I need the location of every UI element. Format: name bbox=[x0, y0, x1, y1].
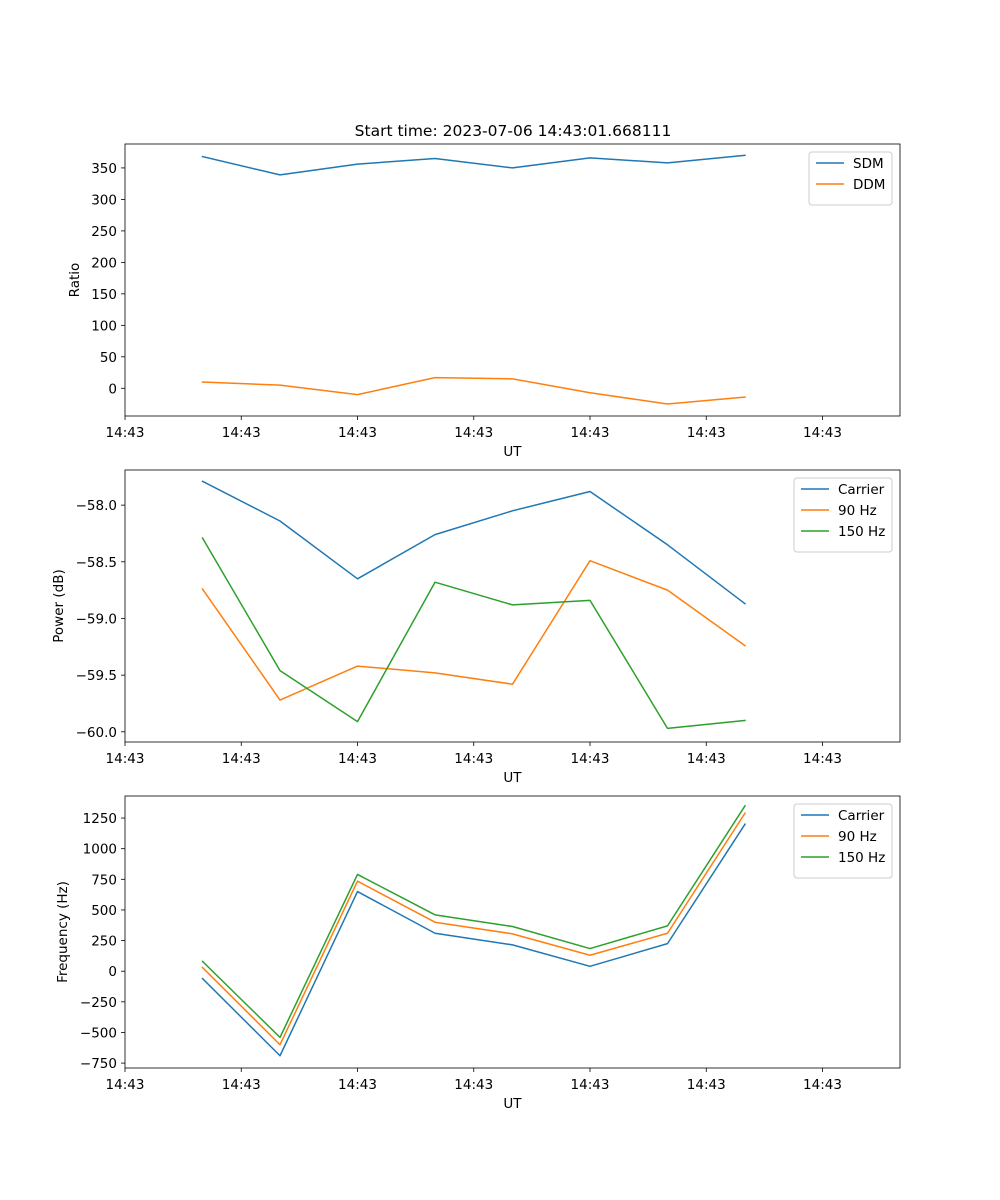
x-tick-label: 14:43 bbox=[803, 1077, 842, 1093]
x-tick-label: 14:43 bbox=[222, 1077, 261, 1093]
chart-panel-1: 14:43 14:43 14:43 14:43 14:43 14:43 14:43 0 50 10… bbox=[67, 143, 901, 460]
chart-panel-2: 14:43 14:43 14:43 14:43 14:43 14:43 14:43 −60.0… bbox=[51, 469, 901, 786]
y-tick-label: 1250 bbox=[83, 811, 117, 827]
y-tick-label: 1000 bbox=[83, 842, 117, 858]
y-tick-label: 300 bbox=[91, 192, 117, 208]
y-axis-label: Power (dB) bbox=[51, 569, 67, 642]
x-tick-label: 14:43 bbox=[687, 1077, 726, 1093]
x-tick-label: 14:43 bbox=[338, 1077, 377, 1093]
y-tick-label: −59.5 bbox=[76, 668, 117, 684]
plot-frame bbox=[124, 143, 901, 417]
x-tick-label: 14:43 bbox=[106, 751, 145, 767]
x-tick-label: 14:43 bbox=[687, 751, 726, 767]
legend-label: Carrier bbox=[838, 808, 885, 824]
x-tick-label: 14:43 bbox=[338, 425, 377, 441]
y-tick-label: 250 bbox=[91, 224, 117, 240]
figure-title: Start time: 2023-07-06 14:43:01.668111 bbox=[355, 122, 672, 140]
y-axis-label: Frequency (Hz) bbox=[55, 881, 71, 983]
x-tick-label: 14:43 bbox=[571, 1077, 610, 1093]
y-tick-label: 100 bbox=[91, 318, 117, 334]
legend-label: SDM bbox=[853, 156, 884, 172]
y-tick-label: −750 bbox=[80, 1056, 117, 1072]
y-axis-label: Ratio bbox=[67, 263, 83, 298]
legend: Carrier 90 Hz 150 Hz bbox=[793, 803, 893, 879]
x-tick-label: 14:43 bbox=[222, 425, 261, 441]
x-tick-label: 14:43 bbox=[687, 425, 726, 441]
y-tick-label: 500 bbox=[91, 903, 117, 919]
y-tick-label: 750 bbox=[91, 872, 117, 888]
series-line-90-hz bbox=[201, 812, 747, 1046]
legend-box bbox=[793, 477, 893, 553]
y-tick-label: −500 bbox=[80, 1025, 117, 1041]
x-axis-label: UT bbox=[503, 444, 522, 460]
series-line-sdm bbox=[201, 154, 746, 176]
series-line-carrier bbox=[201, 823, 747, 1057]
y-tick-label: 0 bbox=[108, 381, 117, 397]
plot-frame bbox=[124, 469, 901, 743]
legend: SDM DDM bbox=[808, 151, 893, 206]
legend-label: Carrier bbox=[838, 482, 885, 498]
series-line-90-hz bbox=[201, 559, 747, 701]
legend-label: 150 Hz bbox=[838, 524, 885, 540]
legend: Carrier 90 Hz 150 Hz bbox=[793, 477, 893, 553]
legend-label: 150 Hz bbox=[838, 850, 885, 866]
x-tick-label: 14:43 bbox=[571, 425, 610, 441]
y-tick-label: 200 bbox=[91, 255, 117, 271]
y-tick-label: 150 bbox=[91, 287, 117, 303]
y-tick-label: 250 bbox=[91, 934, 117, 950]
legend-box bbox=[808, 151, 893, 206]
x-tick-label: 14:43 bbox=[106, 425, 145, 441]
chart-panel-3: 14:43 14:43 14:43 14:43 14:43 14:43 14:43 −750 −… bbox=[55, 795, 901, 1112]
legend-label: 90 Hz bbox=[838, 829, 877, 845]
plot-frame bbox=[124, 795, 901, 1069]
y-tick-label: 50 bbox=[100, 350, 117, 366]
x-tick-label: 14:43 bbox=[222, 751, 261, 767]
x-axis-label: UT bbox=[503, 1096, 522, 1112]
legend-label: DDM bbox=[853, 177, 885, 193]
series-line-ddm bbox=[201, 376, 746, 405]
legend-box bbox=[793, 803, 893, 879]
y-tick-label: −59.0 bbox=[76, 611, 117, 627]
x-tick-label: 14:43 bbox=[454, 751, 493, 767]
x-tick-label: 14:43 bbox=[338, 751, 377, 767]
y-tick-label: −60.0 bbox=[76, 725, 117, 741]
y-tick-label: 0 bbox=[108, 964, 117, 980]
series-line-150-hz bbox=[201, 536, 746, 730]
y-tick-label: 350 bbox=[91, 161, 117, 177]
y-tick-label: −250 bbox=[80, 995, 117, 1011]
x-tick-label: 14:43 bbox=[454, 1077, 493, 1093]
x-tick-label: 14:43 bbox=[106, 1077, 145, 1093]
x-tick-label: 14:43 bbox=[571, 751, 610, 767]
x-tick-label: 14:43 bbox=[803, 425, 842, 441]
y-tick-label: −58.5 bbox=[76, 555, 117, 571]
y-tick-label: −58.0 bbox=[76, 498, 117, 514]
series-line-150-hz bbox=[201, 804, 747, 1039]
legend-label: 90 Hz bbox=[838, 503, 877, 519]
x-tick-label: 14:43 bbox=[454, 425, 493, 441]
x-tick-label: 14:43 bbox=[803, 751, 842, 767]
series-line-carrier bbox=[201, 480, 747, 605]
x-axis-label: UT bbox=[503, 770, 522, 786]
